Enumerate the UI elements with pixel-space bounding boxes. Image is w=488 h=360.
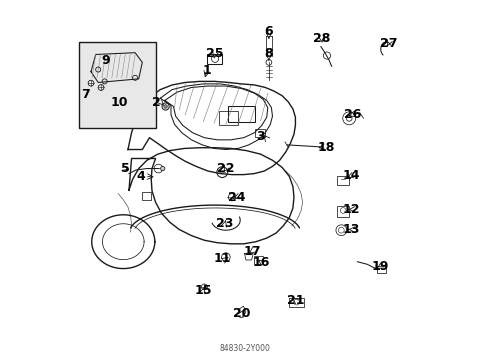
Text: 5: 5 — [121, 162, 129, 175]
Text: 7: 7 — [81, 88, 90, 101]
Bar — [376, 266, 386, 273]
Text: 19: 19 — [370, 260, 388, 273]
Circle shape — [160, 166, 164, 171]
Bar — [253, 256, 262, 264]
Text: 16: 16 — [252, 256, 270, 269]
Bar — [218, 111, 238, 125]
Bar — [289, 298, 303, 307]
Bar — [228, 107, 255, 122]
Text: 17: 17 — [243, 244, 261, 257]
Text: 25: 25 — [206, 47, 224, 60]
Text: 10: 10 — [111, 96, 128, 109]
Bar — [254, 129, 265, 137]
Bar — [79, 42, 156, 128]
Bar — [207, 54, 222, 64]
Text: 27: 27 — [379, 36, 397, 50]
Text: 1: 1 — [202, 64, 211, 77]
Text: 13: 13 — [342, 223, 359, 236]
Text: 12: 12 — [342, 203, 359, 216]
Text: 28: 28 — [312, 32, 329, 45]
Bar — [336, 206, 348, 217]
Circle shape — [163, 105, 167, 108]
Text: 11: 11 — [213, 252, 230, 265]
Text: 15: 15 — [194, 284, 212, 297]
Text: 21: 21 — [286, 294, 304, 307]
Text: 20: 20 — [232, 307, 250, 320]
Text: 4: 4 — [136, 170, 144, 183]
Text: 23: 23 — [216, 217, 233, 230]
Text: 2: 2 — [152, 96, 161, 109]
Text: 24: 24 — [227, 191, 245, 204]
Text: 18: 18 — [317, 140, 334, 153]
Text: 26: 26 — [344, 108, 361, 121]
Text: 8: 8 — [264, 47, 273, 60]
Text: 22: 22 — [217, 162, 234, 175]
Text: 84830-2Y000: 84830-2Y000 — [219, 344, 269, 353]
Text: 3: 3 — [256, 130, 264, 144]
Bar — [336, 176, 348, 185]
Text: 9: 9 — [101, 54, 109, 67]
Text: 14: 14 — [342, 169, 359, 182]
Bar — [142, 192, 151, 200]
Text: 6: 6 — [264, 25, 273, 38]
